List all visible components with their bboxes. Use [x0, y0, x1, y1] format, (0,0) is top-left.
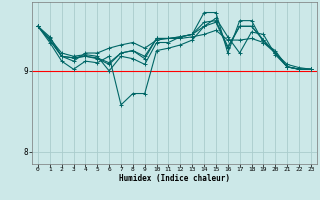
X-axis label: Humidex (Indice chaleur): Humidex (Indice chaleur) [119, 174, 230, 183]
